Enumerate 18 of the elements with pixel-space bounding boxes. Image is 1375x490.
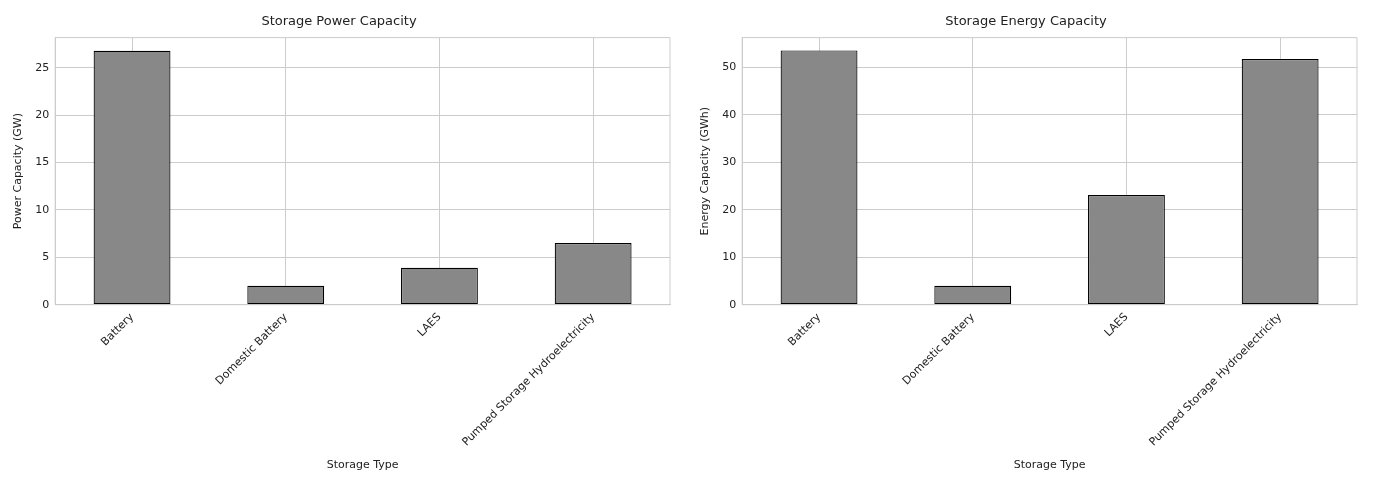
y-tick-label: 0 [729,297,737,311]
y-tick-label: 5 [42,250,50,264]
y-tick-label: 50 [722,60,737,74]
x-axis-title: Storage Type [326,458,399,472]
y-tick-label: 30 [722,155,737,169]
y-tick-label: 10 [35,202,50,216]
x-axis-title: Storage Type [1013,458,1086,472]
y-tick-label: 25 [35,60,50,74]
y-tick-label: 0 [42,297,50,311]
y-tick-label: 20 [722,202,737,216]
y-tick-label: 15 [35,155,50,169]
y-axis-title: Energy Capacity (GWh) [698,106,712,236]
chart-title: Storage Power Capacity [261,13,417,29]
chart-title: Storage Energy Capacity [945,13,1108,29]
y-tick-label: 40 [722,107,737,121]
y-tick-label: 10 [722,250,737,264]
y-axis-title: Power Capacity (GW) [11,112,25,230]
y-tick-label: 20 [35,108,50,122]
